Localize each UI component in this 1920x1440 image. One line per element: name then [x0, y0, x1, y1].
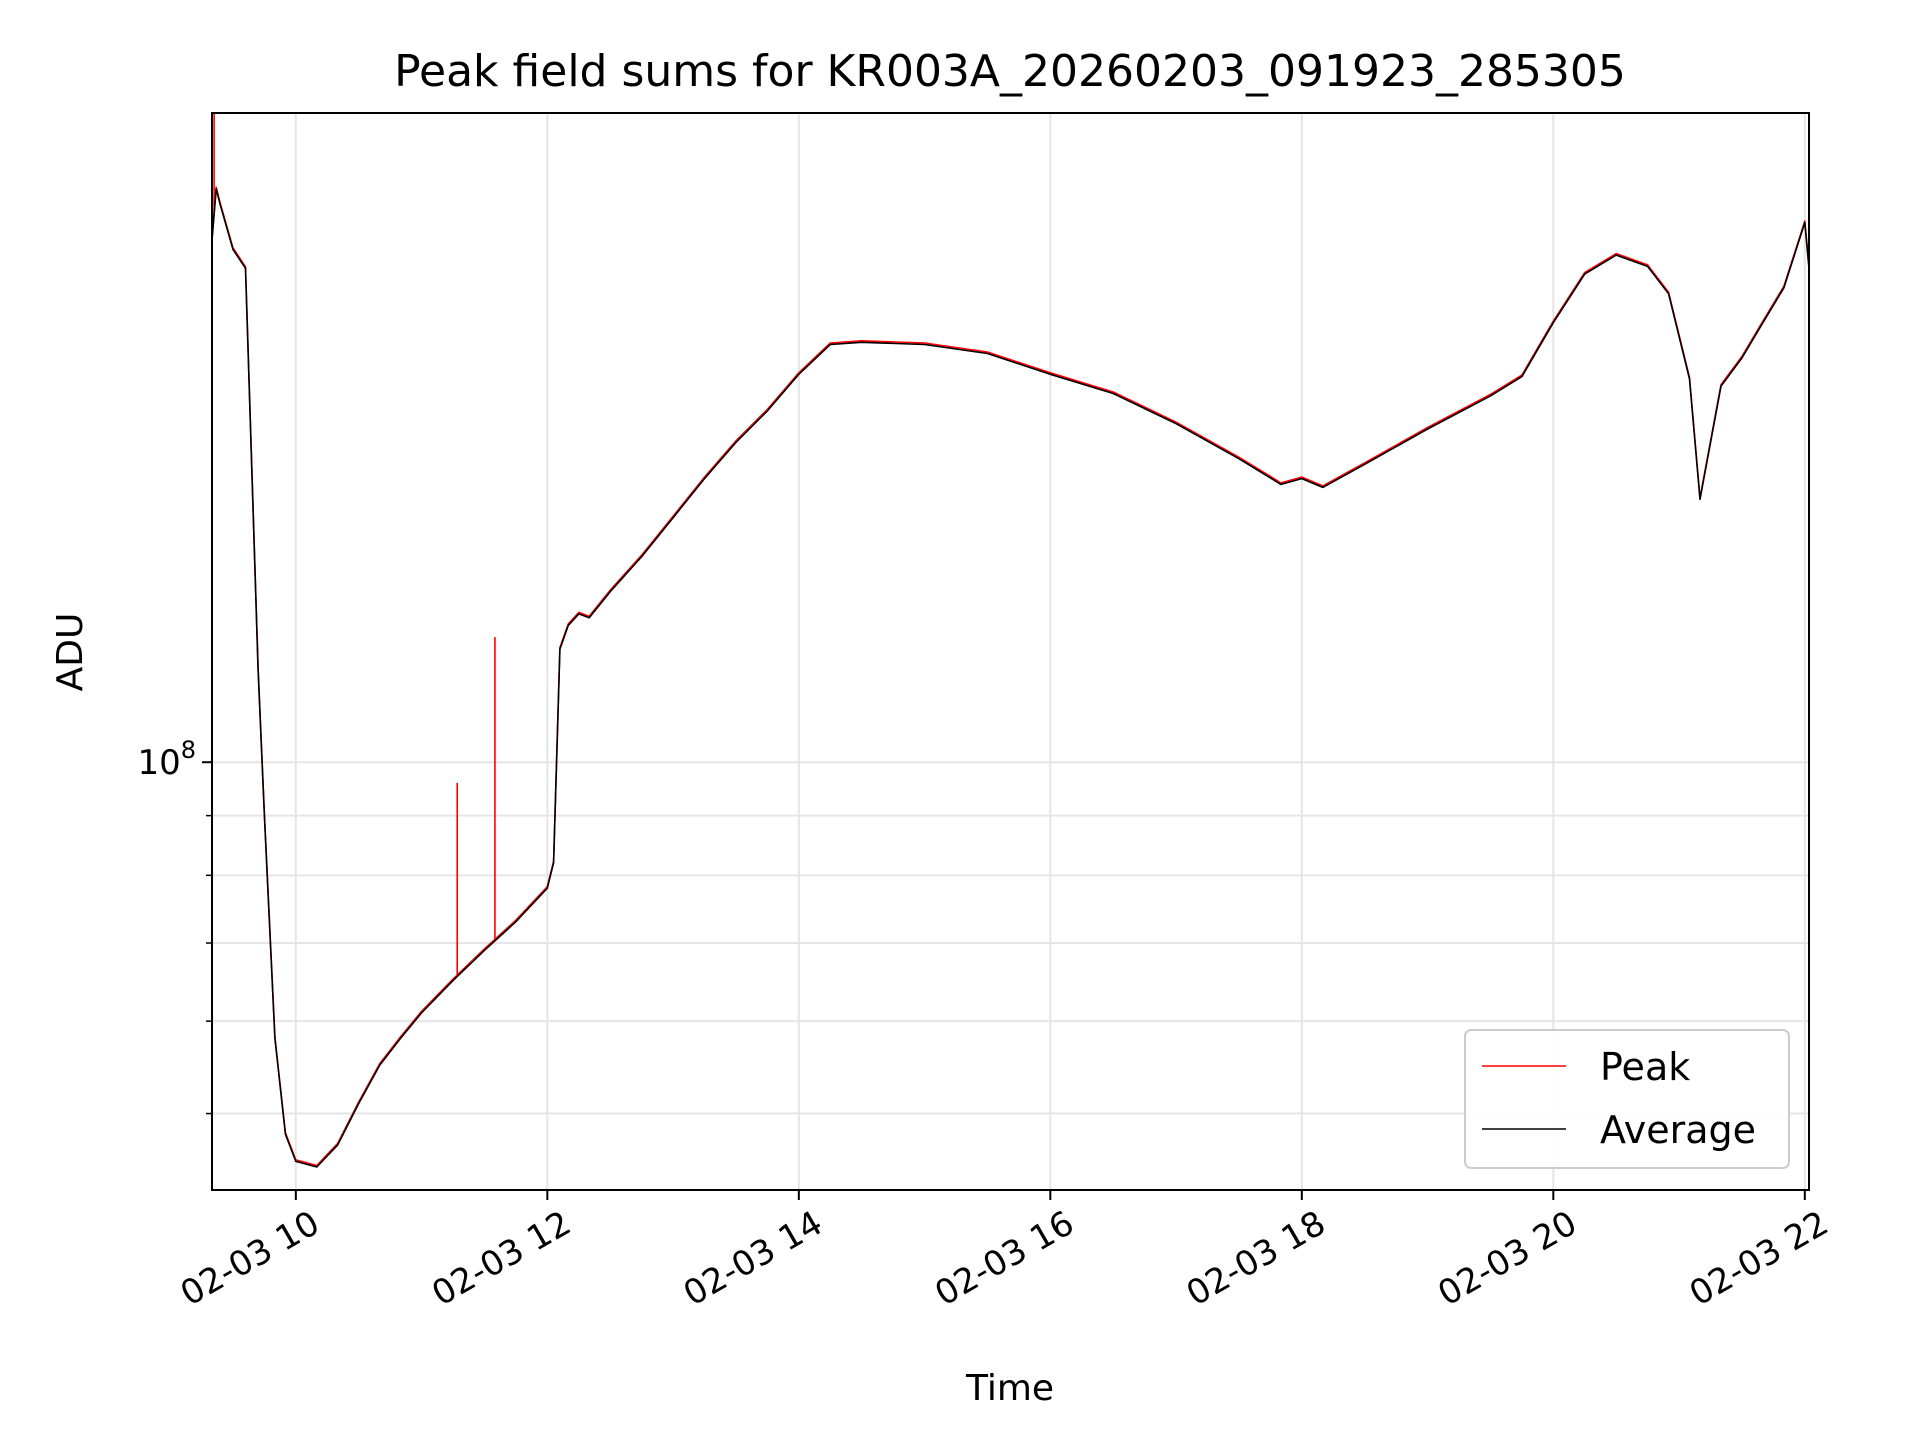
series-layer — [211, 113, 1810, 1168]
legend-average-label: Average — [1600, 1108, 1756, 1152]
y-tick-label: 108 — [137, 736, 196, 783]
series-average-line — [211, 188, 1810, 1168]
series-peak-line — [211, 186, 1810, 1167]
y-axis-title: ADU — [50, 613, 91, 692]
legend: Peak Average — [1464, 1029, 1790, 1169]
x-axis-title: Time — [965, 1368, 1054, 1409]
chart-title: Peak field sums for KR003A_20260203_0919… — [394, 46, 1626, 97]
y-axis: 108 — [137, 736, 212, 1115]
grid — [212, 113, 1809, 1190]
plot-frame — [211, 112, 1810, 1191]
legend-peak-label: Peak — [1600, 1045, 1690, 1089]
legend-box — [1464, 1029, 1790, 1169]
